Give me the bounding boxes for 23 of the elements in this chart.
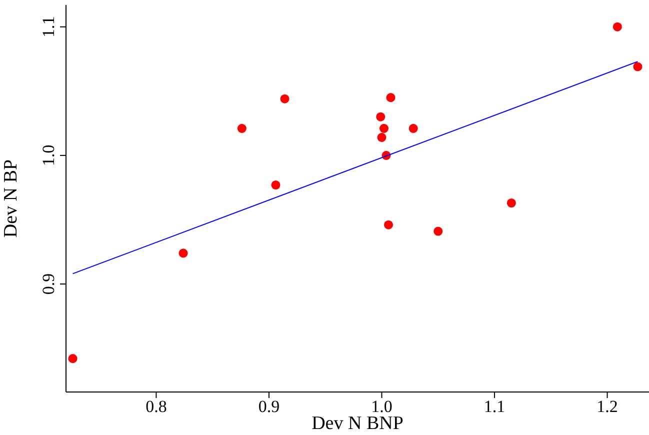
point [384, 220, 394, 230]
point [386, 93, 396, 102]
point [68, 354, 78, 364]
x-tick-label: 1.1 [484, 397, 506, 416]
point [271, 180, 280, 190]
point [237, 124, 246, 133]
y-axis-title: Dev N BP [0, 159, 22, 238]
y-tick-label: 0.9 [39, 273, 58, 295]
point [280, 94, 290, 104]
point [612, 22, 622, 32]
point [178, 248, 188, 258]
y-tick-label: 1.1 [39, 16, 58, 38]
x-tick-label: 0.8 [146, 397, 167, 416]
x-tick-label: 1.2 [596, 397, 618, 416]
y-tick-label: 1.0 [39, 144, 58, 166]
x-tick-label: 0.9 [258, 397, 280, 416]
point [434, 226, 443, 236]
point [633, 62, 642, 72]
point [506, 198, 516, 208]
point [379, 124, 389, 133]
point [377, 132, 386, 142]
point [376, 112, 386, 122]
point [408, 124, 418, 133]
